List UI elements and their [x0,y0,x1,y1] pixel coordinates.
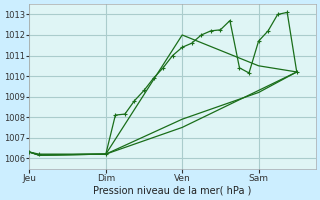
X-axis label: Pression niveau de la mer( hPa ): Pression niveau de la mer( hPa ) [93,186,252,196]
